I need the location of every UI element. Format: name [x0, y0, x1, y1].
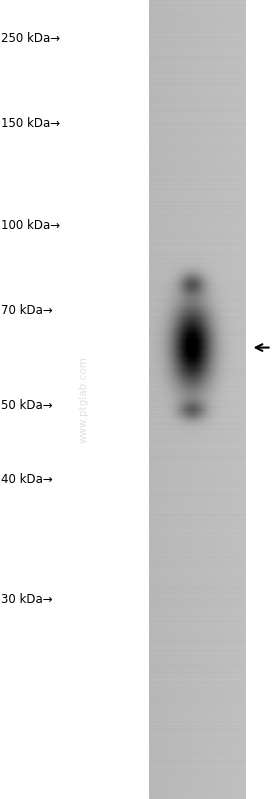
- Text: 70 kDa→: 70 kDa→: [1, 304, 53, 316]
- Text: 250 kDa→: 250 kDa→: [1, 32, 60, 45]
- Text: www.ptglab.com: www.ptglab.com: [79, 356, 89, 443]
- Text: 50 kDa→: 50 kDa→: [1, 400, 53, 412]
- Text: 150 kDa→: 150 kDa→: [1, 117, 60, 130]
- Text: 30 kDa→: 30 kDa→: [1, 593, 53, 606]
- Text: 40 kDa→: 40 kDa→: [1, 473, 53, 486]
- Text: 100 kDa→: 100 kDa→: [1, 219, 60, 232]
